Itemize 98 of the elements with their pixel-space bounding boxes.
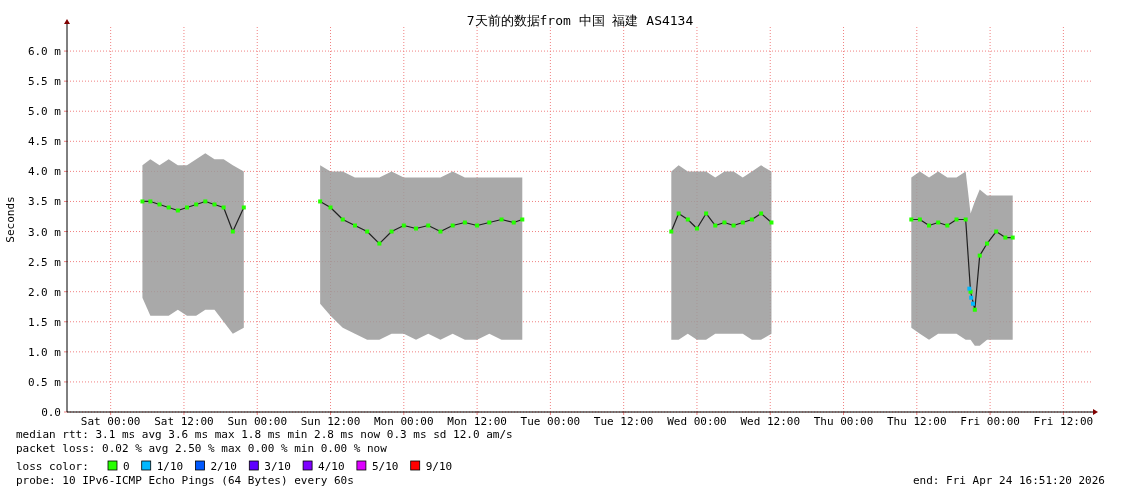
point <box>963 217 968 222</box>
text: packet loss: 0.02 % avg 2.50 % max 0.00 % min 0.00 % now <box>16 442 388 455</box>
x-tick-label: Sat 00:00 <box>80 415 141 428</box>
point <box>194 202 199 207</box>
x-tick-label: Mon 12:00 <box>447 415 507 428</box>
y-tick-label: 0.0 <box>41 406 61 419</box>
x-tick-label: Fri 00:00 <box>960 415 1020 428</box>
legend-title: loss color: <box>16 460 89 473</box>
y-tick-label: 3.0 m <box>27 225 62 239</box>
x-tick-label: Mon 00:00 <box>374 415 434 428</box>
point <box>475 223 480 228</box>
y-tick-label: 4.5 m <box>27 135 62 149</box>
point <box>1003 235 1008 240</box>
point <box>954 217 959 222</box>
point <box>148 199 153 204</box>
point <box>972 307 977 312</box>
point <box>994 229 999 234</box>
point <box>328 205 333 210</box>
y-tick-label: 2.0 m <box>27 285 62 299</box>
x-tick-label: Wed 12:00 <box>740 415 801 428</box>
point <box>230 229 235 234</box>
point <box>704 211 709 216</box>
point <box>462 220 467 225</box>
point <box>971 301 975 306</box>
legend-label: 2/10 <box>210 460 237 473</box>
legend-label: 0 <box>123 460 130 473</box>
point <box>212 202 217 207</box>
point <box>175 208 180 213</box>
point <box>685 217 690 222</box>
x-tick-label: Fri 12:00 <box>1033 415 1094 428</box>
y-tick-label: 5.0 m <box>27 105 62 119</box>
x-tick-label: Thu 00:00 <box>813 415 874 428</box>
y-axis-title: Seconds <box>4 196 17 243</box>
point <box>499 217 504 222</box>
point <box>140 199 145 204</box>
point <box>927 223 932 228</box>
y-tick-label: 5.5 m <box>27 75 62 89</box>
text: median rtt: 3.1 ms avg 3.6 ms max 1.8 ms min 2.8 ms now 0.3 ms sd 12.0 am/s <box>16 428 513 441</box>
point <box>511 220 516 225</box>
point <box>401 223 406 228</box>
point <box>936 220 941 225</box>
x-tick-label: Sun 12:00 <box>300 415 361 428</box>
y-tick-label: 0.5 m <box>27 375 62 389</box>
y-tick-label: 4.0 m <box>27 165 62 179</box>
point <box>769 220 774 225</box>
point <box>389 229 394 234</box>
point <box>438 229 443 234</box>
point <box>740 220 745 225</box>
y-tick-label: 1.0 m <box>27 345 62 359</box>
point <box>694 226 699 231</box>
y-tick-label: 2.5 m <box>27 255 62 269</box>
point <box>377 241 382 246</box>
point <box>487 220 492 225</box>
point <box>759 211 764 216</box>
point <box>157 202 162 207</box>
point <box>722 220 727 225</box>
y-tick-label: 1.5 m <box>27 315 62 329</box>
point <box>676 211 681 216</box>
text: probe: 10 IPv6-ICMP Echo Pings (64 Bytes) every 60s <box>16 474 354 487</box>
x-tick-label: Wed 00:00 <box>667 415 727 428</box>
point <box>917 217 922 222</box>
point <box>318 199 323 204</box>
point <box>166 205 171 210</box>
point <box>203 199 208 204</box>
point <box>450 223 455 228</box>
point <box>1010 235 1015 240</box>
point <box>241 205 246 210</box>
point <box>713 223 718 228</box>
chart-title: 7天前的数据from 中国 福建 AS4134 <box>466 13 694 28</box>
point <box>969 295 974 300</box>
point <box>977 253 982 258</box>
x-tick-label: Tue 12:00 <box>593 415 654 428</box>
x-tick-label: Tue 00:00 <box>520 415 581 428</box>
point <box>749 217 754 222</box>
x-tick-label: Sun 00:00 <box>227 415 288 428</box>
legend-label: 4/10 <box>318 460 345 473</box>
point <box>365 229 370 234</box>
point <box>414 226 419 231</box>
point <box>221 205 226 210</box>
text: end: Fri Apr 24 16:51:20 2026 <box>912 474 1105 487</box>
y-tick-label: 3.5 m <box>27 195 62 209</box>
x-tick-label: Sat 12:00 <box>154 415 214 428</box>
point <box>520 217 525 222</box>
point <box>340 217 345 222</box>
x-tick-label: Thu 12:00 <box>887 415 947 428</box>
legend-label: 3/10 <box>264 460 291 473</box>
legend-label: 5/10 <box>371 460 399 473</box>
point <box>731 223 736 228</box>
legend-label: 1/10 <box>156 460 184 473</box>
point <box>985 241 990 246</box>
point <box>945 223 950 228</box>
y-tick-label: 6.0 m <box>27 45 62 59</box>
point <box>426 223 431 228</box>
point <box>669 229 674 234</box>
legend-label: 9/10 <box>425 460 453 473</box>
point <box>185 205 190 210</box>
point <box>352 223 357 228</box>
point <box>909 217 914 222</box>
